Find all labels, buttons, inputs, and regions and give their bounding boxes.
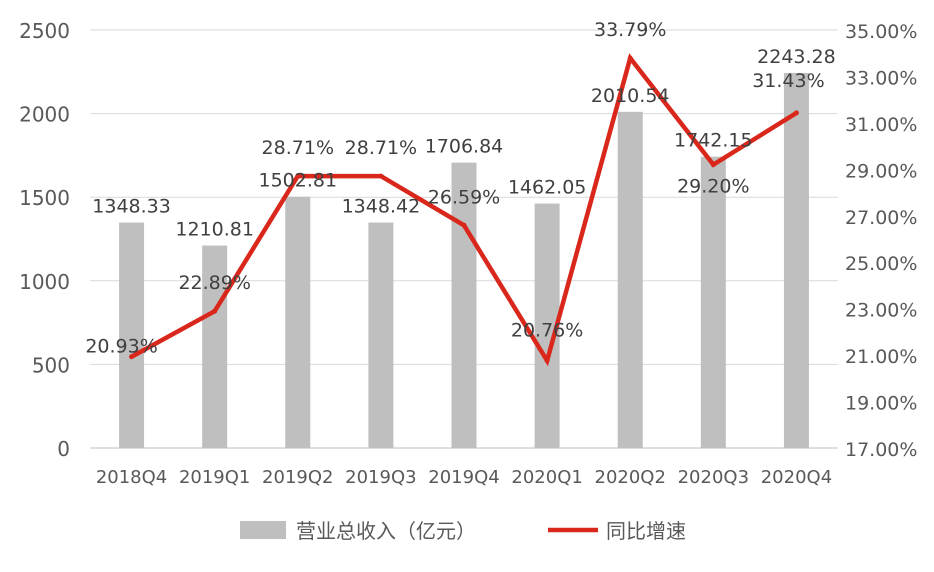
- left-axis-tick-label: 0: [57, 437, 70, 461]
- x-axis-tick-label: 2019Q4: [428, 467, 499, 488]
- legend-swatch-bar: [240, 521, 286, 539]
- x-axis-tick-label: 2020Q3: [678, 467, 749, 488]
- right-axis-tick-label: 21.00%: [845, 346, 917, 368]
- bar-data-label: 1706.84: [425, 136, 504, 158]
- line-data-label: 20.93%: [85, 336, 157, 358]
- x-axis-tick-label: 2019Q2: [262, 467, 333, 488]
- right-axis-tick-label: 19.00%: [845, 393, 917, 415]
- line-data-label: 20.76%: [511, 320, 583, 342]
- bar-data-label: 1502.81: [258, 170, 337, 192]
- line-point: [212, 308, 218, 314]
- right-axis-tick-label: 27.00%: [845, 207, 917, 229]
- x-axis-tick-label: 2019Q1: [179, 467, 250, 488]
- right-axis-tick-label: 23.00%: [845, 300, 917, 322]
- bar: [119, 222, 145, 448]
- right-axis: 17.00% 19.00% 21.00% 23.00% 25.00% 27.00% 29.0…: [845, 21, 917, 461]
- left-axis-tick-label: 2500: [19, 19, 70, 43]
- right-axis-tick-label: 29.00%: [845, 160, 917, 182]
- line-point: [793, 110, 799, 116]
- x-axis-tick-label: 2020Q4: [761, 467, 832, 488]
- bar-data-label: 1348.33: [92, 196, 171, 218]
- line-point: [627, 55, 633, 61]
- line-point: [710, 162, 716, 168]
- bar-data-label: 2243.28: [757, 46, 836, 68]
- right-axis-tick-label: 31.00%: [845, 114, 917, 136]
- bar-data-label: 2010.54: [591, 85, 670, 107]
- x-axis-tick-label: 2020Q1: [511, 467, 582, 488]
- line-point: [378, 173, 384, 179]
- line-data-label: 33.79%: [594, 19, 666, 41]
- x-axis: 2018Q4 2019Q1 2019Q2 2019Q3 2019Q4 2020Q1 2020…: [96, 467, 832, 488]
- line-point: [295, 173, 301, 179]
- x-axis-tick-label: 2019Q3: [345, 467, 416, 488]
- line-data-label: 28.71%: [262, 137, 334, 159]
- bar-data-label: 1462.05: [508, 177, 587, 199]
- right-axis-tick-label: 33.00%: [845, 67, 917, 89]
- line-point: [544, 358, 550, 364]
- bar: [368, 222, 394, 448]
- line-data-label: 28.71%: [345, 137, 417, 159]
- line-data-label: 26.59%: [428, 186, 500, 208]
- line-point: [129, 354, 135, 360]
- line-data-label: 29.20%: [677, 176, 749, 198]
- bar-data-label: 1742.15: [674, 130, 753, 152]
- bar: [451, 162, 477, 449]
- left-axis-tick-label: 500: [32, 353, 70, 377]
- bar: [617, 111, 643, 449]
- legend: 营业总收入（亿元） 同比增速: [240, 519, 686, 543]
- bar-data-label: 1210.81: [175, 219, 254, 241]
- left-axis-tick-label: 2000: [19, 103, 70, 127]
- line-data-label: 31.43%: [752, 70, 824, 92]
- line-points: [129, 55, 799, 364]
- right-axis-tick-label: 35.00%: [845, 21, 917, 43]
- bar: [783, 72, 809, 448]
- bar: [202, 245, 228, 448]
- right-axis-tick-label: 17.00%: [845, 439, 917, 461]
- x-axis-tick-label: 2018Q4: [96, 467, 167, 488]
- x-axis-tick-label: 2020Q2: [595, 467, 666, 488]
- line-data-label: 22.89%: [178, 272, 250, 294]
- bar-data-label: 1348.42: [342, 196, 421, 218]
- left-axis-tick-label: 1000: [19, 270, 70, 294]
- line-data-labels: 20.93% 22.89% 28.71% 28.71% 26.59% 20.76% 33.7…: [85, 19, 824, 358]
- legend-label-revenue: 营业总收入（亿元）: [296, 519, 476, 543]
- line-point: [461, 222, 467, 228]
- legend-label-growth: 同比增速: [606, 519, 686, 543]
- bar: [700, 156, 726, 448]
- left-axis: 0 500 1000 1500 2000 2500: [19, 19, 70, 461]
- bar: [285, 196, 311, 448]
- right-axis-tick-label: 25.00%: [845, 253, 917, 275]
- left-axis-tick-label: 1500: [19, 186, 70, 210]
